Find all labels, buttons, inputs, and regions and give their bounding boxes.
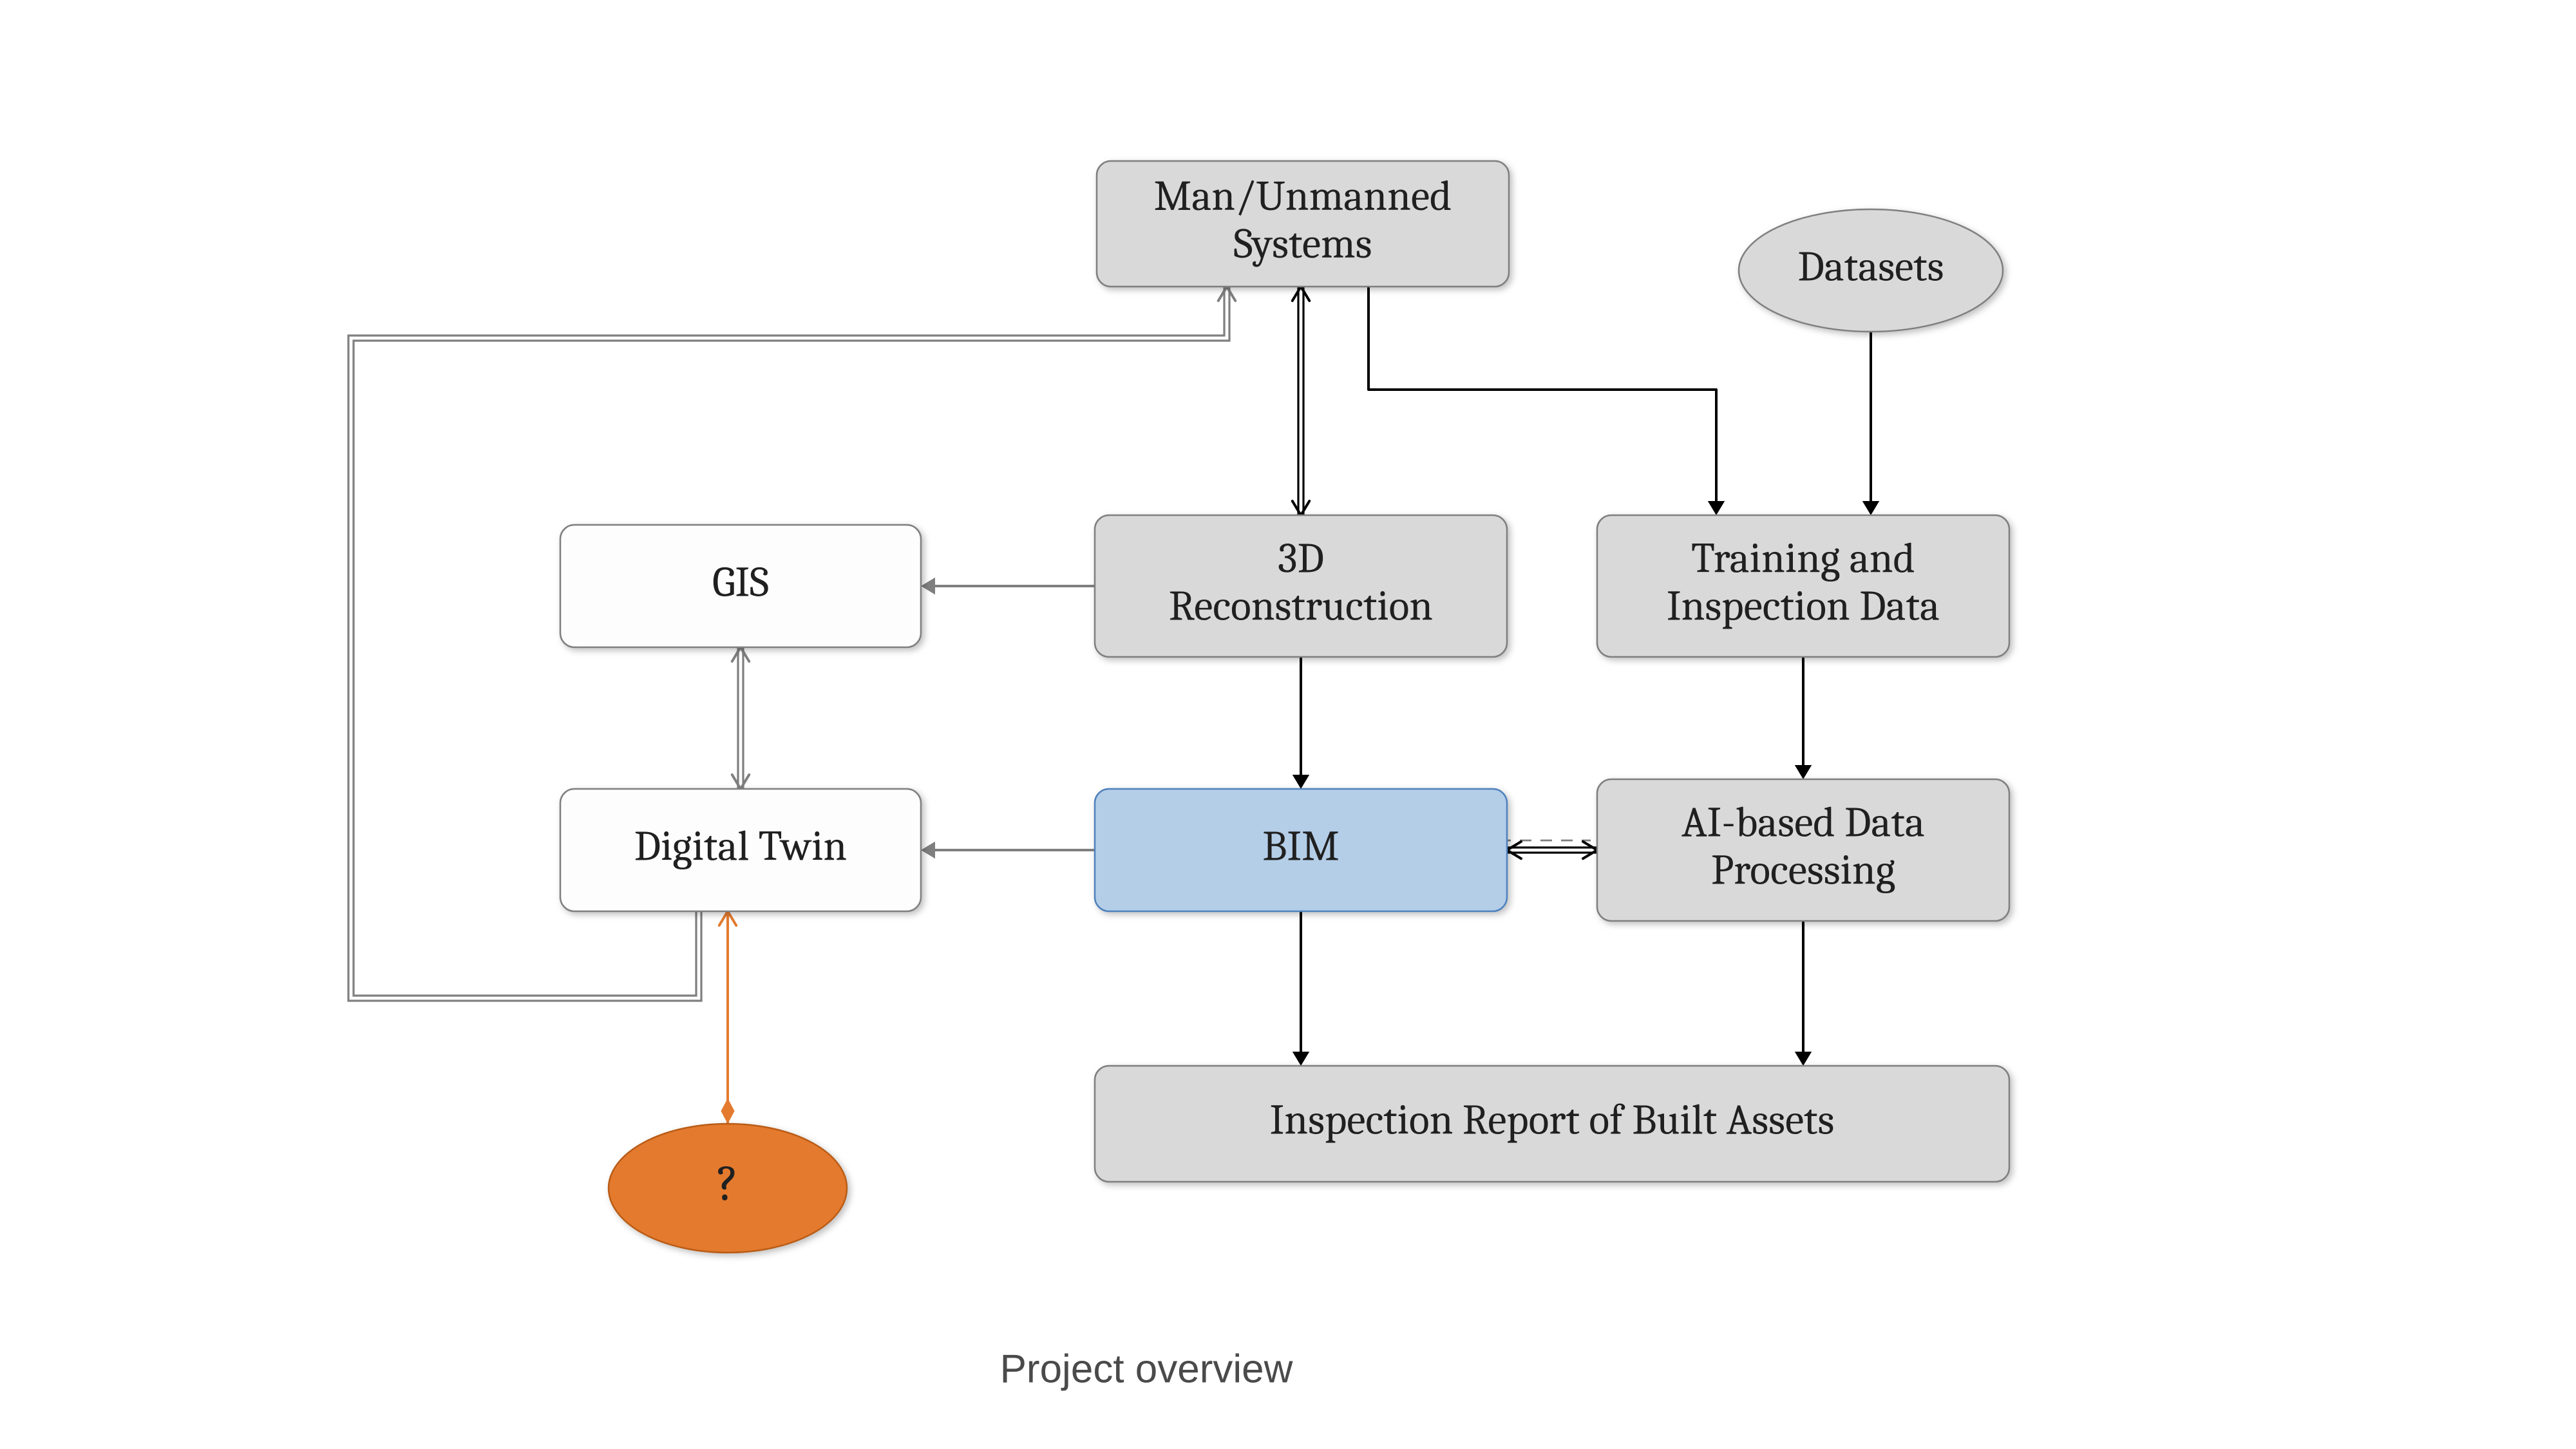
node-bim: BIM	[1095, 789, 1507, 911]
node-training-label: Inspection Data	[1667, 582, 1940, 630]
node-question: ?	[609, 1124, 847, 1253]
node-report: Inspection Report of Built Assets	[1095, 1066, 2009, 1182]
node-training-label: Training and	[1691, 534, 1915, 583]
node-ai: AI-based DataProcessing	[1597, 779, 2009, 921]
node-datasets: Datasets	[1739, 209, 2003, 332]
node-dtwin: Digital Twin	[560, 789, 921, 911]
node-question-label: ?	[717, 1154, 739, 1213]
node-ai-label: Processing	[1711, 846, 1895, 895]
node-recon3d-label: 3D	[1278, 534, 1324, 583]
node-datasets-label: Datasets	[1797, 242, 1944, 291]
node-report-label: Inspection Report of Built Assets	[1270, 1095, 1835, 1144]
diagram-caption: Project overview	[1000, 1347, 1293, 1391]
node-training: Training andInspection Data	[1597, 515, 2009, 657]
node-gis: GIS	[560, 525, 921, 647]
node-systems-label: Systems	[1233, 220, 1372, 269]
node-gis-label: GIS	[712, 558, 769, 607]
node-systems-label: Man/Unmanned	[1154, 172, 1452, 221]
node-recon3d-label: Reconstruction	[1169, 582, 1433, 630]
node-dtwin-label: Digital Twin	[634, 822, 847, 871]
node-ai-label: AI-based Data	[1681, 798, 1925, 847]
node-systems: Man/UnmannedSystems	[1097, 161, 1509, 287]
diagram-canvas: Man/UnmannedSystems Datasets GIS 3DReconstr…	[0, 0, 2576, 1449]
node-bim-label: BIM	[1262, 822, 1339, 871]
node-recon3d: 3DReconstruction	[1095, 515, 1507, 657]
